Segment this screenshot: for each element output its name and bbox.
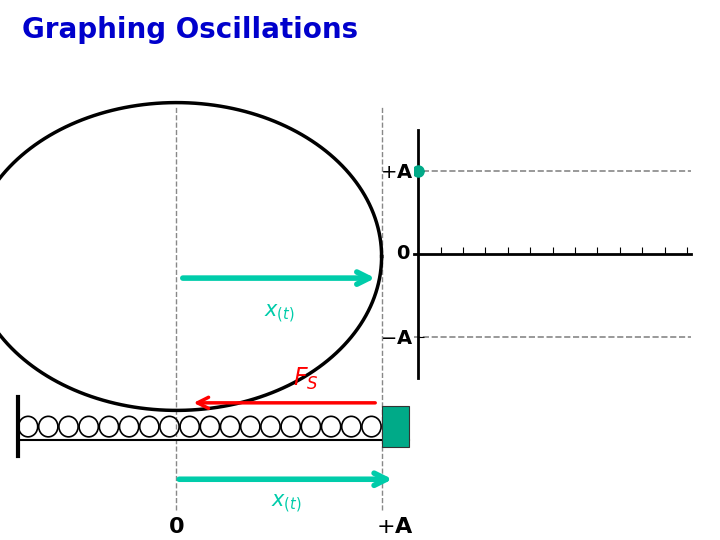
Text: $+\mathbf{A}$: $+\mathbf{A}$ <box>377 517 414 537</box>
Text: $x_{(t)}$: $x_{(t)}$ <box>264 302 294 325</box>
Text: Graphing Oscillations: Graphing Oscillations <box>22 16 358 44</box>
Bar <box>382 406 409 447</box>
Text: $\mathit{F_S}$: $\mathit{F_S}$ <box>293 366 319 392</box>
Text: $x_{(t)}$: $x_{(t)}$ <box>271 492 302 515</box>
Text: $\mathbf{0}$: $\mathbf{0}$ <box>168 517 184 537</box>
Text: $\mathbf{0}$: $\mathbf{0}$ <box>396 244 410 264</box>
